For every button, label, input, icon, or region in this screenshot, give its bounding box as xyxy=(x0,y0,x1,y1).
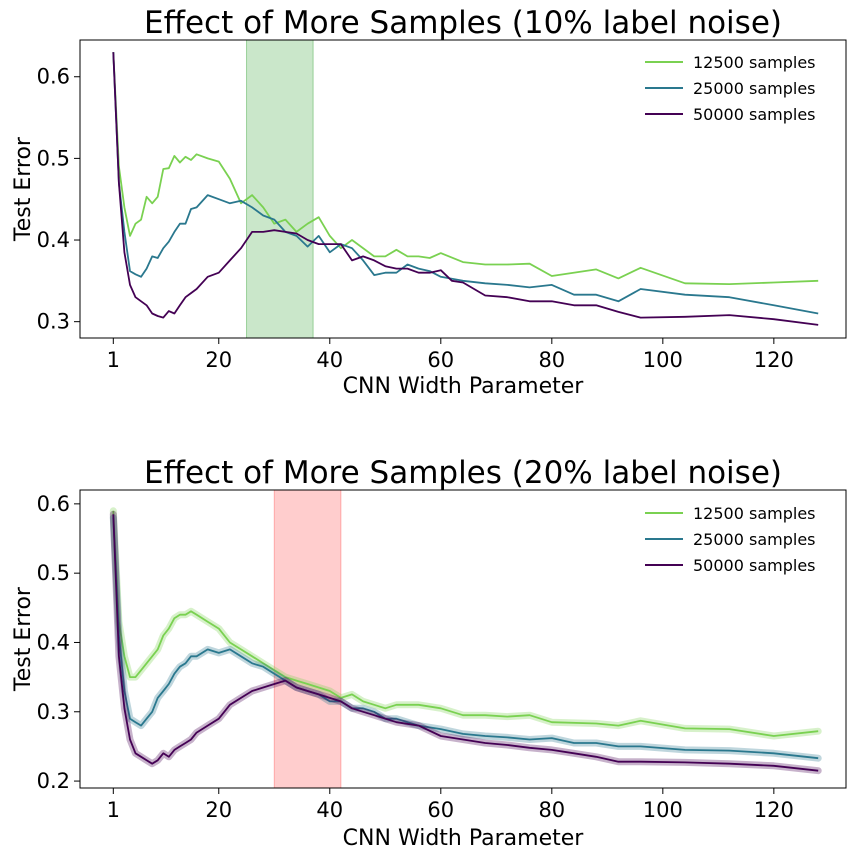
y-ticks: 0.2 0.3 0.4 0.5 0.6 xyxy=(37,492,80,793)
legend-label-25000: 25000 samples xyxy=(693,79,816,98)
series-line-12500 xyxy=(112,510,819,737)
legend-label-50000: 50000 samples xyxy=(693,556,816,575)
plot-frame xyxy=(79,39,847,339)
y-tick-label: 0.2 xyxy=(37,769,70,793)
x-ticks: 1 20 40 60 80 100 120 xyxy=(107,788,794,822)
y-tick-label: 0.5 xyxy=(37,146,70,170)
y-axis-label: Test Error xyxy=(11,586,36,692)
series-line-12500 xyxy=(112,52,819,286)
x-tick-label: 80 xyxy=(538,798,565,822)
series-line-25000 xyxy=(112,52,819,315)
legend: 12500 samples 25000 samples 50000 sample… xyxy=(645,53,816,124)
y-ticks: 0.3 0.4 0.5 0.6 xyxy=(37,65,80,334)
series-line-50000 xyxy=(112,514,819,772)
shaded-region xyxy=(273,489,342,789)
x-tick-label: 60 xyxy=(427,348,454,372)
y-tick-label: 0.4 xyxy=(37,228,70,252)
legend-label-50000: 50000 samples xyxy=(693,105,816,124)
x-axis-label: CNN Width Parameter xyxy=(343,374,585,399)
x-tick-label: 100 xyxy=(643,348,683,372)
x-tick-label: 1 xyxy=(107,798,120,822)
series-lines xyxy=(112,52,819,326)
x-tick-label: 100 xyxy=(643,798,683,822)
x-tick-label: 60 xyxy=(427,798,454,822)
y-tick-label: 0.6 xyxy=(37,65,70,89)
series-line-50000 xyxy=(112,52,819,326)
x-axis-label: CNN Width Parameter xyxy=(343,826,585,851)
legend-label-12500: 12500 samples xyxy=(693,504,816,523)
x-tick-label: 20 xyxy=(205,798,232,822)
x-tick-label: 20 xyxy=(205,348,232,372)
legend-label-25000: 25000 samples xyxy=(693,530,816,549)
y-tick-label: 0.6 xyxy=(37,492,70,516)
y-tick-label: 0.3 xyxy=(37,310,70,334)
plot-frame xyxy=(79,489,847,789)
panel-top: Effect of More Samples (10% label noise)… xyxy=(11,5,847,399)
x-tick-label: 120 xyxy=(754,348,794,372)
chart-title: Effect of More Samples (10% label noise) xyxy=(144,5,782,41)
legend: 12500 samples 25000 samples 50000 sample… xyxy=(645,504,816,575)
series-lines xyxy=(109,507,822,775)
x-tick-label: 40 xyxy=(316,348,343,372)
legend-label-12500: 12500 samples xyxy=(693,53,816,72)
y-tick-label: 0.4 xyxy=(37,630,70,654)
x-ticks: 1 20 40 60 80 100 120 xyxy=(107,338,794,372)
x-tick-label: 1 xyxy=(107,348,120,372)
y-axis-label: Test Error xyxy=(11,136,36,242)
y-tick-label: 0.3 xyxy=(37,700,70,724)
chart-title: Effect of More Samples (20% label noise) xyxy=(144,455,782,491)
y-tick-label: 0.5 xyxy=(37,561,70,585)
shaded-region xyxy=(246,39,314,339)
panel-bottom: Effect of More Samples (20% label noise)… xyxy=(11,455,847,851)
x-tick-label: 120 xyxy=(754,798,794,822)
x-tick-label: 40 xyxy=(316,798,343,822)
x-tick-label: 80 xyxy=(538,348,565,372)
